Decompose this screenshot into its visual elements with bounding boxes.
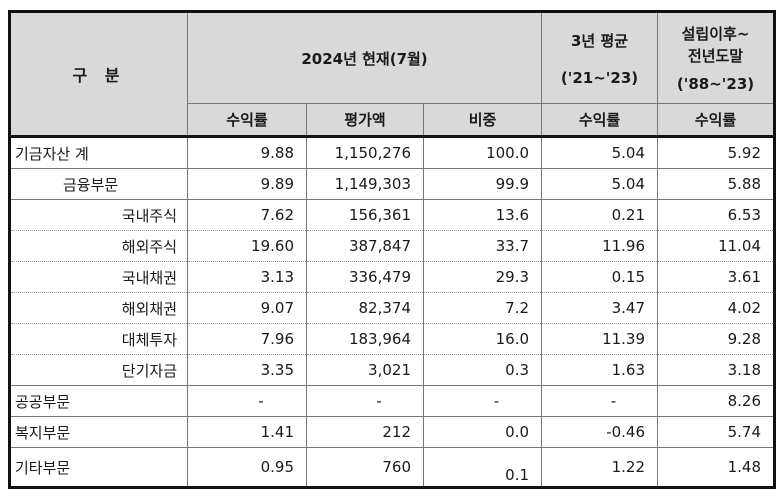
row-label: 해외채권 xyxy=(9,292,188,324)
cell-3yr-return: 3.47 xyxy=(541,292,659,324)
cell-3yr-return: 0.15 xyxy=(541,261,659,293)
subheader-valuation: 평가액 xyxy=(306,103,424,138)
cell-valuation: - xyxy=(306,385,424,417)
cell-valuation: 760 xyxy=(306,447,424,488)
cell-weight: 99.9 xyxy=(422,168,543,200)
cell-3yr-return: 11.96 xyxy=(541,230,659,262)
cell-since-return: 3.61 xyxy=(657,261,776,293)
row-label: 단기자금 xyxy=(9,354,188,386)
cell-3yr-return: - xyxy=(541,385,659,417)
table-row: 복지부문 1.41 212 0.0 -0.46 5.74 xyxy=(9,416,776,448)
fund-returns-table: 구 분 2024년 현재(7월) 3년 평균 ('21~'23) 설립이후~ 전… xyxy=(8,10,777,489)
header-since-period: ('88~'23) xyxy=(676,75,755,93)
cell-3yr-return: 5.04 xyxy=(541,168,659,200)
cell-return: 1.41 xyxy=(187,416,307,448)
table-row: 국내채권 3.13 336,479 29.3 0.15 3.61 xyxy=(9,261,776,293)
row-label: 국내주식 xyxy=(9,199,188,231)
cell-valuation: 212 xyxy=(306,416,424,448)
row-label: 국내채권 xyxy=(9,261,188,293)
cell-return: 7.96 xyxy=(187,323,307,355)
header-since-inception: 설립이후~ 전년도말 ('88~'23) xyxy=(657,11,776,104)
row-label: 공공부문 xyxy=(9,385,188,417)
cell-3yr-return: 11.39 xyxy=(541,323,659,355)
cell-since-return: 4.02 xyxy=(657,292,776,324)
cell-since-return: 6.53 xyxy=(657,199,776,231)
header-category: 구 분 xyxy=(9,11,188,138)
row-label: 대체투자 xyxy=(9,323,188,355)
cell-weight: 0.3 xyxy=(422,354,543,386)
cell-3yr-return: 1.22 xyxy=(541,447,659,488)
header-3yr-title: 3년 평균 xyxy=(570,31,629,50)
header-since-title: 설립이후~ 전년도말 xyxy=(681,25,750,65)
cell-valuation: 1,150,276 xyxy=(306,136,424,169)
table-row: 국내주식 7.62 156,361 13.6 0.21 6.53 xyxy=(9,199,776,231)
cell-since-return: 8.26 xyxy=(657,385,776,417)
cell-return: 0.95 xyxy=(187,447,307,488)
table-row: 금융부문 9.89 1,149,303 99.9 5.04 5.88 xyxy=(9,168,776,200)
table-row: 대체투자 7.96 183,964 16.0 11.39 9.28 xyxy=(9,323,776,355)
table-row: 공공부문 - - - - 8.26 xyxy=(9,385,776,417)
row-label: 금융부문 xyxy=(9,168,188,200)
table-row: 단기자금 3.35 3,021 0.3 1.63 3.18 xyxy=(9,354,776,386)
cell-valuation: 336,479 xyxy=(306,261,424,293)
subheader-3yr-return: 수익률 xyxy=(541,103,659,138)
header-3yr-average: 3년 평균 ('21~'23) xyxy=(541,11,659,104)
cell-since-return: 5.88 xyxy=(657,168,776,200)
subheader-since-return: 수익률 xyxy=(657,103,776,138)
row-label: 복지부문 xyxy=(9,416,188,448)
cell-weight-value: 0.1 xyxy=(505,466,530,484)
header-3yr-period: ('21~'23) xyxy=(560,68,639,87)
subheader-return: 수익률 xyxy=(187,103,307,138)
cell-3yr-return: 0.21 xyxy=(541,199,659,231)
cell-since-return: 9.28 xyxy=(657,323,776,355)
row-label: 해외주식 xyxy=(9,230,188,262)
cell-valuation: 1,149,303 xyxy=(306,168,424,200)
cell-weight: 7.2 xyxy=(422,292,543,324)
cell-since-return: 5.92 xyxy=(657,136,776,169)
cell-since-return: 3.18 xyxy=(657,354,776,386)
cell-weight: - xyxy=(422,385,543,417)
cell-return: 9.88 xyxy=(187,136,307,169)
row-label: 기금자산 계 xyxy=(9,136,188,169)
cell-3yr-return: -0.46 xyxy=(541,416,659,448)
cell-weight: 16.0 xyxy=(422,323,543,355)
cell-valuation: 3,021 xyxy=(306,354,424,386)
cell-weight: 33.7 xyxy=(422,230,543,262)
cell-return: 19.60 xyxy=(187,230,307,262)
cell-since-return: 5.74 xyxy=(657,416,776,448)
cell-return: 9.07 xyxy=(187,292,307,324)
cell-valuation: 387,847 xyxy=(306,230,424,262)
cell-return: 9.89 xyxy=(187,168,307,200)
cell-3yr-return: 1.63 xyxy=(541,354,659,386)
header-current-2024: 2024년 현재(7월) xyxy=(186,11,543,104)
cell-weight: 13.6 xyxy=(422,199,543,231)
subheader-weight: 비중 xyxy=(422,103,543,138)
cell-return: 3.13 xyxy=(187,261,307,293)
cell-since-return: 1.48 xyxy=(657,447,776,488)
cell-weight: 0.0 xyxy=(422,416,543,448)
row-label: 기타부문 xyxy=(9,447,188,488)
table-row: 해외주식 19.60 387,847 33.7 11.96 11.04 xyxy=(9,230,776,262)
cell-valuation: 156,361 xyxy=(306,199,424,231)
cell-valuation: 183,964 xyxy=(306,323,424,355)
cell-return: 3.35 xyxy=(187,354,307,386)
cell-valuation: 82,374 xyxy=(306,292,424,324)
cell-weight: 29.3 xyxy=(422,261,543,293)
cell-return: 7.62 xyxy=(187,199,307,231)
cell-weight: 100.0 xyxy=(422,136,543,169)
cell-weight: 0.1 xyxy=(422,447,543,488)
cell-3yr-return: 5.04 xyxy=(541,136,659,169)
table-row: 기타부문 0.95 760 0.1 1.22 1.48 xyxy=(9,447,776,488)
cell-since-return: 11.04 xyxy=(657,230,776,262)
table-row: 해외채권 9.07 82,374 7.2 3.47 4.02 xyxy=(9,292,776,324)
table-row: 기금자산 계 9.88 1,150,276 100.0 5.04 5.92 xyxy=(9,136,776,169)
cell-return: - xyxy=(187,385,307,417)
